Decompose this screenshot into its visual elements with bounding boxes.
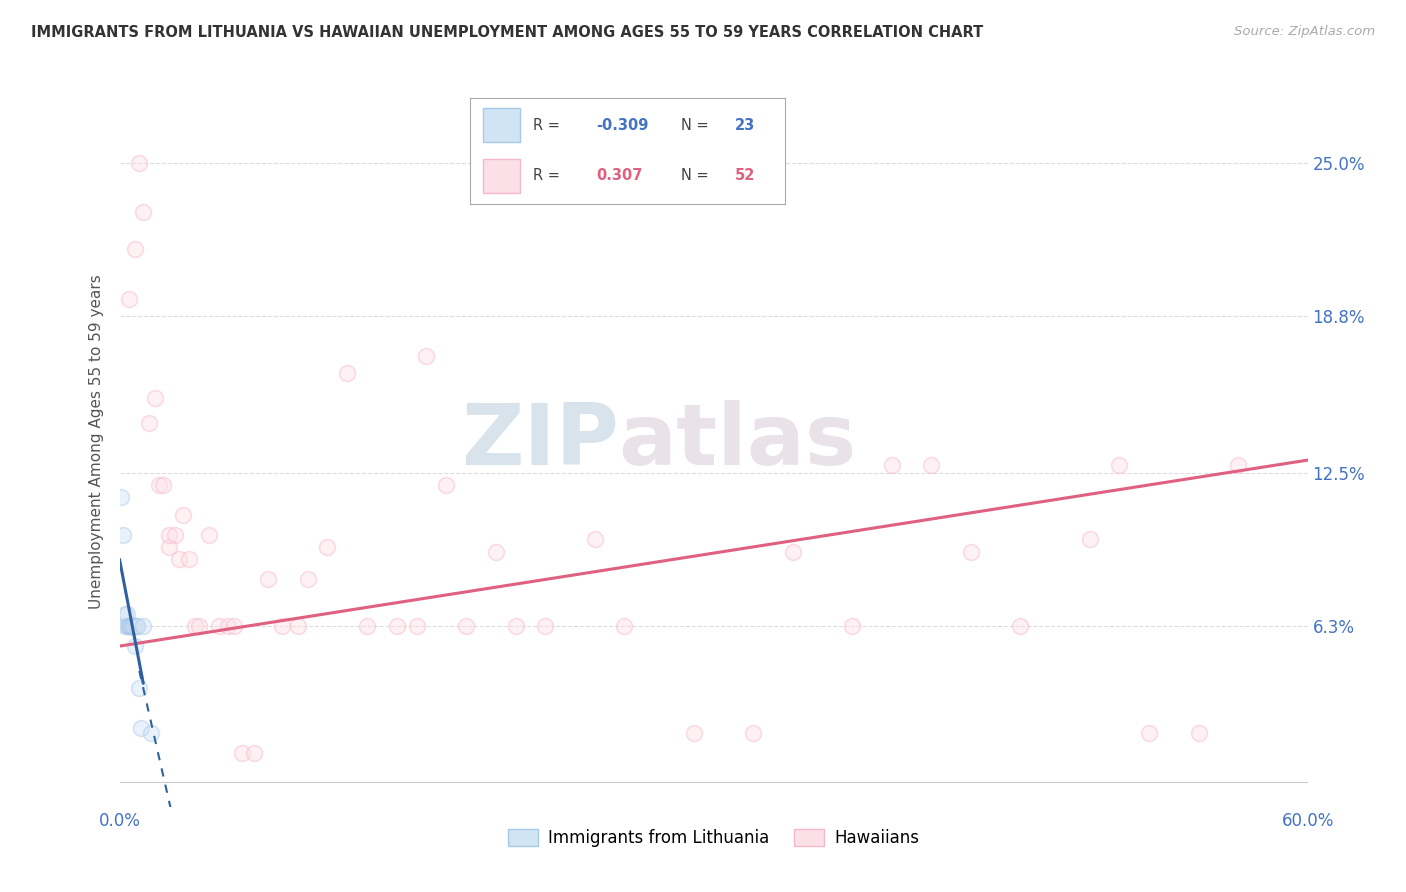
Point (120, 619, 142, 633)
Legend: Immigrants from Lithuania, Hawaiians: Immigrants from Lithuania, Hawaiians (502, 822, 925, 854)
Point (505, 619, 527, 633)
Point (143, 391, 166, 405)
Point (1137, 726, 1160, 740)
Point (129, 721, 152, 735)
Point (454, 619, 477, 633)
Point (534, 619, 557, 633)
Point (485, 545, 508, 559)
Point (336, 367, 359, 381)
Point (415, 349, 437, 363)
Point (1188, 726, 1211, 740)
Point (217, 619, 239, 633)
Point (231, 746, 253, 760)
Point (270, 619, 292, 633)
Point (243, 746, 266, 760)
Text: atlas: atlas (619, 400, 856, 483)
Point (112, 527, 135, 541)
Y-axis label: Unemployment Among Ages 55 to 59 years: Unemployment Among Ages 55 to 59 years (89, 274, 104, 609)
Point (128, 155, 150, 169)
Point (118, 292, 141, 306)
Point (124, 243, 146, 257)
Point (157, 540, 180, 554)
Point (682, 726, 704, 740)
Point (224, 619, 246, 633)
Point (132, 619, 155, 633)
Point (434, 478, 457, 492)
Point (117, 619, 139, 633)
Point (148, 478, 170, 492)
Point (163, 527, 186, 541)
Point (385, 619, 408, 633)
Point (157, 527, 180, 541)
Point (742, 726, 765, 740)
Text: Source: ZipAtlas.com: Source: ZipAtlas.com (1234, 25, 1375, 38)
Point (316, 540, 339, 554)
Point (1108, 458, 1130, 472)
Point (1010, 619, 1032, 633)
Point (287, 619, 309, 633)
Point (124, 619, 146, 633)
Point (132, 205, 155, 219)
Point (257, 572, 280, 586)
Point (118, 619, 141, 633)
Point (187, 619, 209, 633)
Point (197, 527, 219, 541)
Point (128, 681, 150, 696)
Point (127, 619, 149, 633)
Point (177, 552, 200, 566)
Point (122, 619, 145, 633)
Point (152, 478, 174, 492)
Point (356, 619, 378, 633)
Point (841, 619, 863, 633)
Point (118, 619, 141, 633)
Point (1227, 458, 1250, 472)
Point (613, 619, 636, 633)
Text: ZIP: ZIP (461, 400, 619, 483)
Point (118, 619, 141, 633)
Point (110, 491, 132, 505)
Point (1078, 533, 1101, 547)
Point (207, 619, 229, 633)
Point (120, 619, 142, 633)
Point (141, 726, 163, 740)
Point (297, 572, 319, 586)
Point (124, 639, 146, 653)
Text: IMMIGRANTS FROM LITHUANIA VS HAWAIIAN UNEMPLOYMENT AMONG AGES 55 TO 59 YEARS COR: IMMIGRANTS FROM LITHUANIA VS HAWAIIAN UN… (31, 25, 983, 40)
Point (138, 416, 160, 430)
Point (117, 607, 139, 621)
Point (120, 619, 142, 633)
Point (920, 458, 942, 472)
Point (880, 458, 903, 472)
Point (184, 619, 207, 633)
Point (127, 619, 149, 633)
Point (960, 545, 983, 559)
Point (114, 607, 136, 621)
Point (782, 545, 804, 559)
Point (172, 508, 194, 522)
Point (122, 619, 145, 633)
Point (583, 533, 606, 547)
Point (167, 552, 190, 566)
Point (122, 619, 145, 633)
Point (114, 619, 136, 633)
Point (405, 619, 427, 633)
